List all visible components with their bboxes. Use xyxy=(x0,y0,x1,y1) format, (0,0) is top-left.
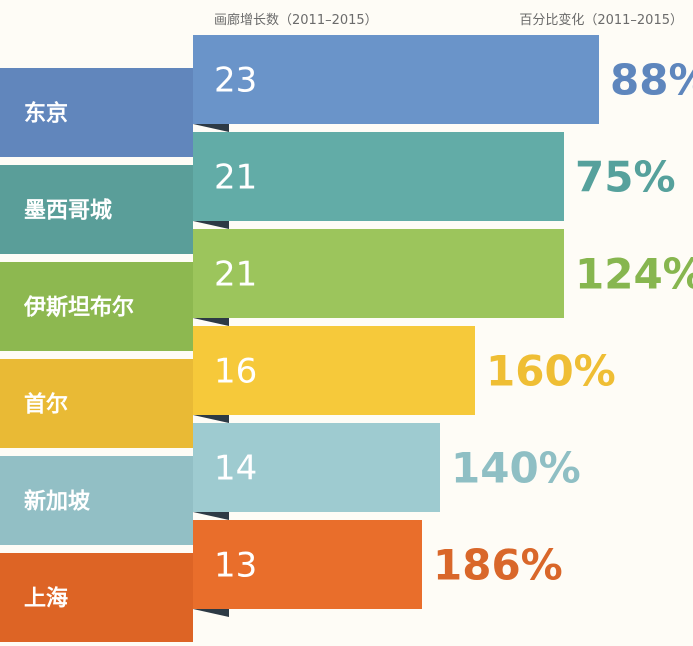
bar xyxy=(193,423,440,512)
city-label-box xyxy=(0,359,193,448)
bar-value-label: 21 xyxy=(214,255,257,295)
bar-fold xyxy=(193,609,229,617)
bar-fold xyxy=(193,512,229,520)
percent-change-label: 75% xyxy=(575,153,676,202)
city-label: 墨西哥城 xyxy=(24,198,112,224)
percent-change-label: 88% xyxy=(610,56,693,105)
bar-value-label: 14 xyxy=(214,449,257,489)
bar-value-label: 21 xyxy=(214,158,257,198)
bar-fold xyxy=(193,318,229,326)
bar-value-label: 23 xyxy=(214,61,257,101)
percent-change-label: 124% xyxy=(575,250,693,299)
city-label-box xyxy=(0,456,193,545)
bar xyxy=(193,326,475,415)
bar xyxy=(193,35,599,124)
city-label: 伊斯坦布尔 xyxy=(23,295,134,321)
city-label-box xyxy=(0,165,193,254)
percent-change-label: 186% xyxy=(433,541,563,590)
bar-fold xyxy=(193,221,229,229)
percent-change-label: 140% xyxy=(451,444,581,493)
city-label: 东京 xyxy=(24,101,68,127)
bar xyxy=(193,229,564,318)
city-label-box xyxy=(0,262,193,351)
city-label: 上海 xyxy=(24,586,68,612)
bar-value-label: 16 xyxy=(214,352,257,392)
bar xyxy=(193,132,564,221)
percent-axis-header: 百分比变化（2011–2015） xyxy=(519,13,683,28)
city-label: 新加坡 xyxy=(24,489,90,515)
city-label: 首尔 xyxy=(24,392,68,418)
bar-axis-header: 画廊增长数（2011–2015） xyxy=(214,13,378,28)
city-label-box xyxy=(0,68,193,157)
city-label-box xyxy=(0,553,193,642)
bar-value-label: 13 xyxy=(214,546,257,586)
bar-fold xyxy=(193,415,229,423)
percent-change-label: 160% xyxy=(486,347,616,396)
bar-fold xyxy=(193,124,229,132)
bar xyxy=(193,520,422,609)
